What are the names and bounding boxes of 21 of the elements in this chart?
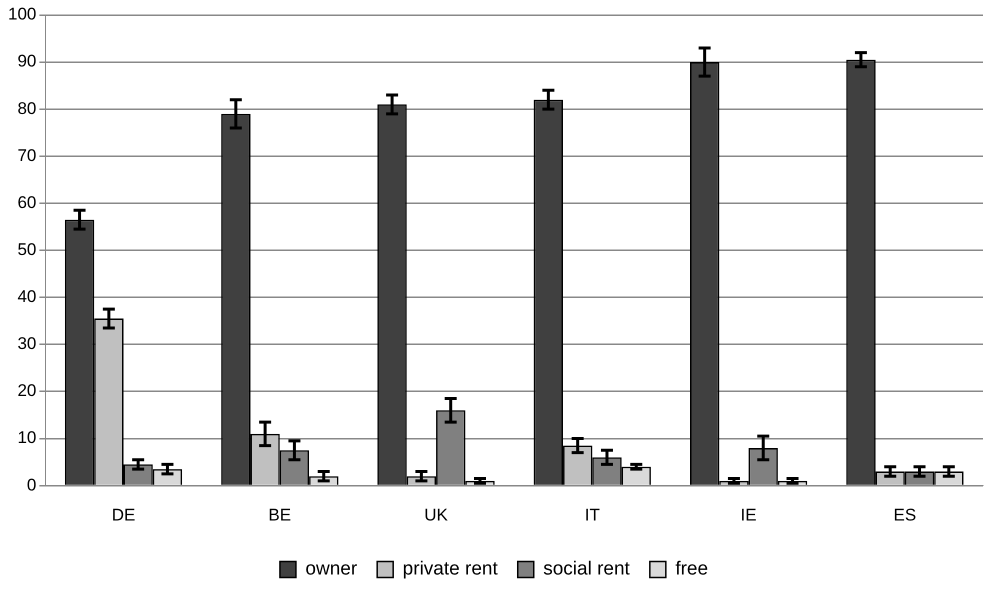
x-tick-label: IE — [740, 505, 757, 524]
y-tick-label: 30 — [17, 334, 36, 354]
legend-label: social rent — [543, 558, 631, 580]
y-tick-label: 100 — [8, 4, 36, 24]
y-tick-label: 50 — [17, 240, 36, 259]
y-tick-label: 10 — [17, 428, 36, 448]
legend-label: owner — [305, 558, 358, 580]
x-tick-label: DE — [112, 505, 136, 524]
legend-label: free — [675, 558, 708, 580]
x-tick-label: BE — [268, 505, 292, 524]
y-tick-label: 40 — [17, 287, 36, 306]
x-tick-label: UK — [424, 505, 449, 524]
x-tick-label: ES — [894, 505, 916, 524]
y-tick-label: 80 — [17, 98, 36, 118]
y-tick-label: 0 — [26, 475, 36, 494]
x-tick-label: IT — [584, 505, 600, 524]
y-tick-label: 20 — [17, 381, 36, 400]
y-tick-label: 70 — [17, 146, 36, 165]
legend-label: private rent — [402, 558, 498, 580]
y-tick-label: 60 — [17, 192, 36, 212]
y-tick-label: 90 — [17, 52, 36, 71]
